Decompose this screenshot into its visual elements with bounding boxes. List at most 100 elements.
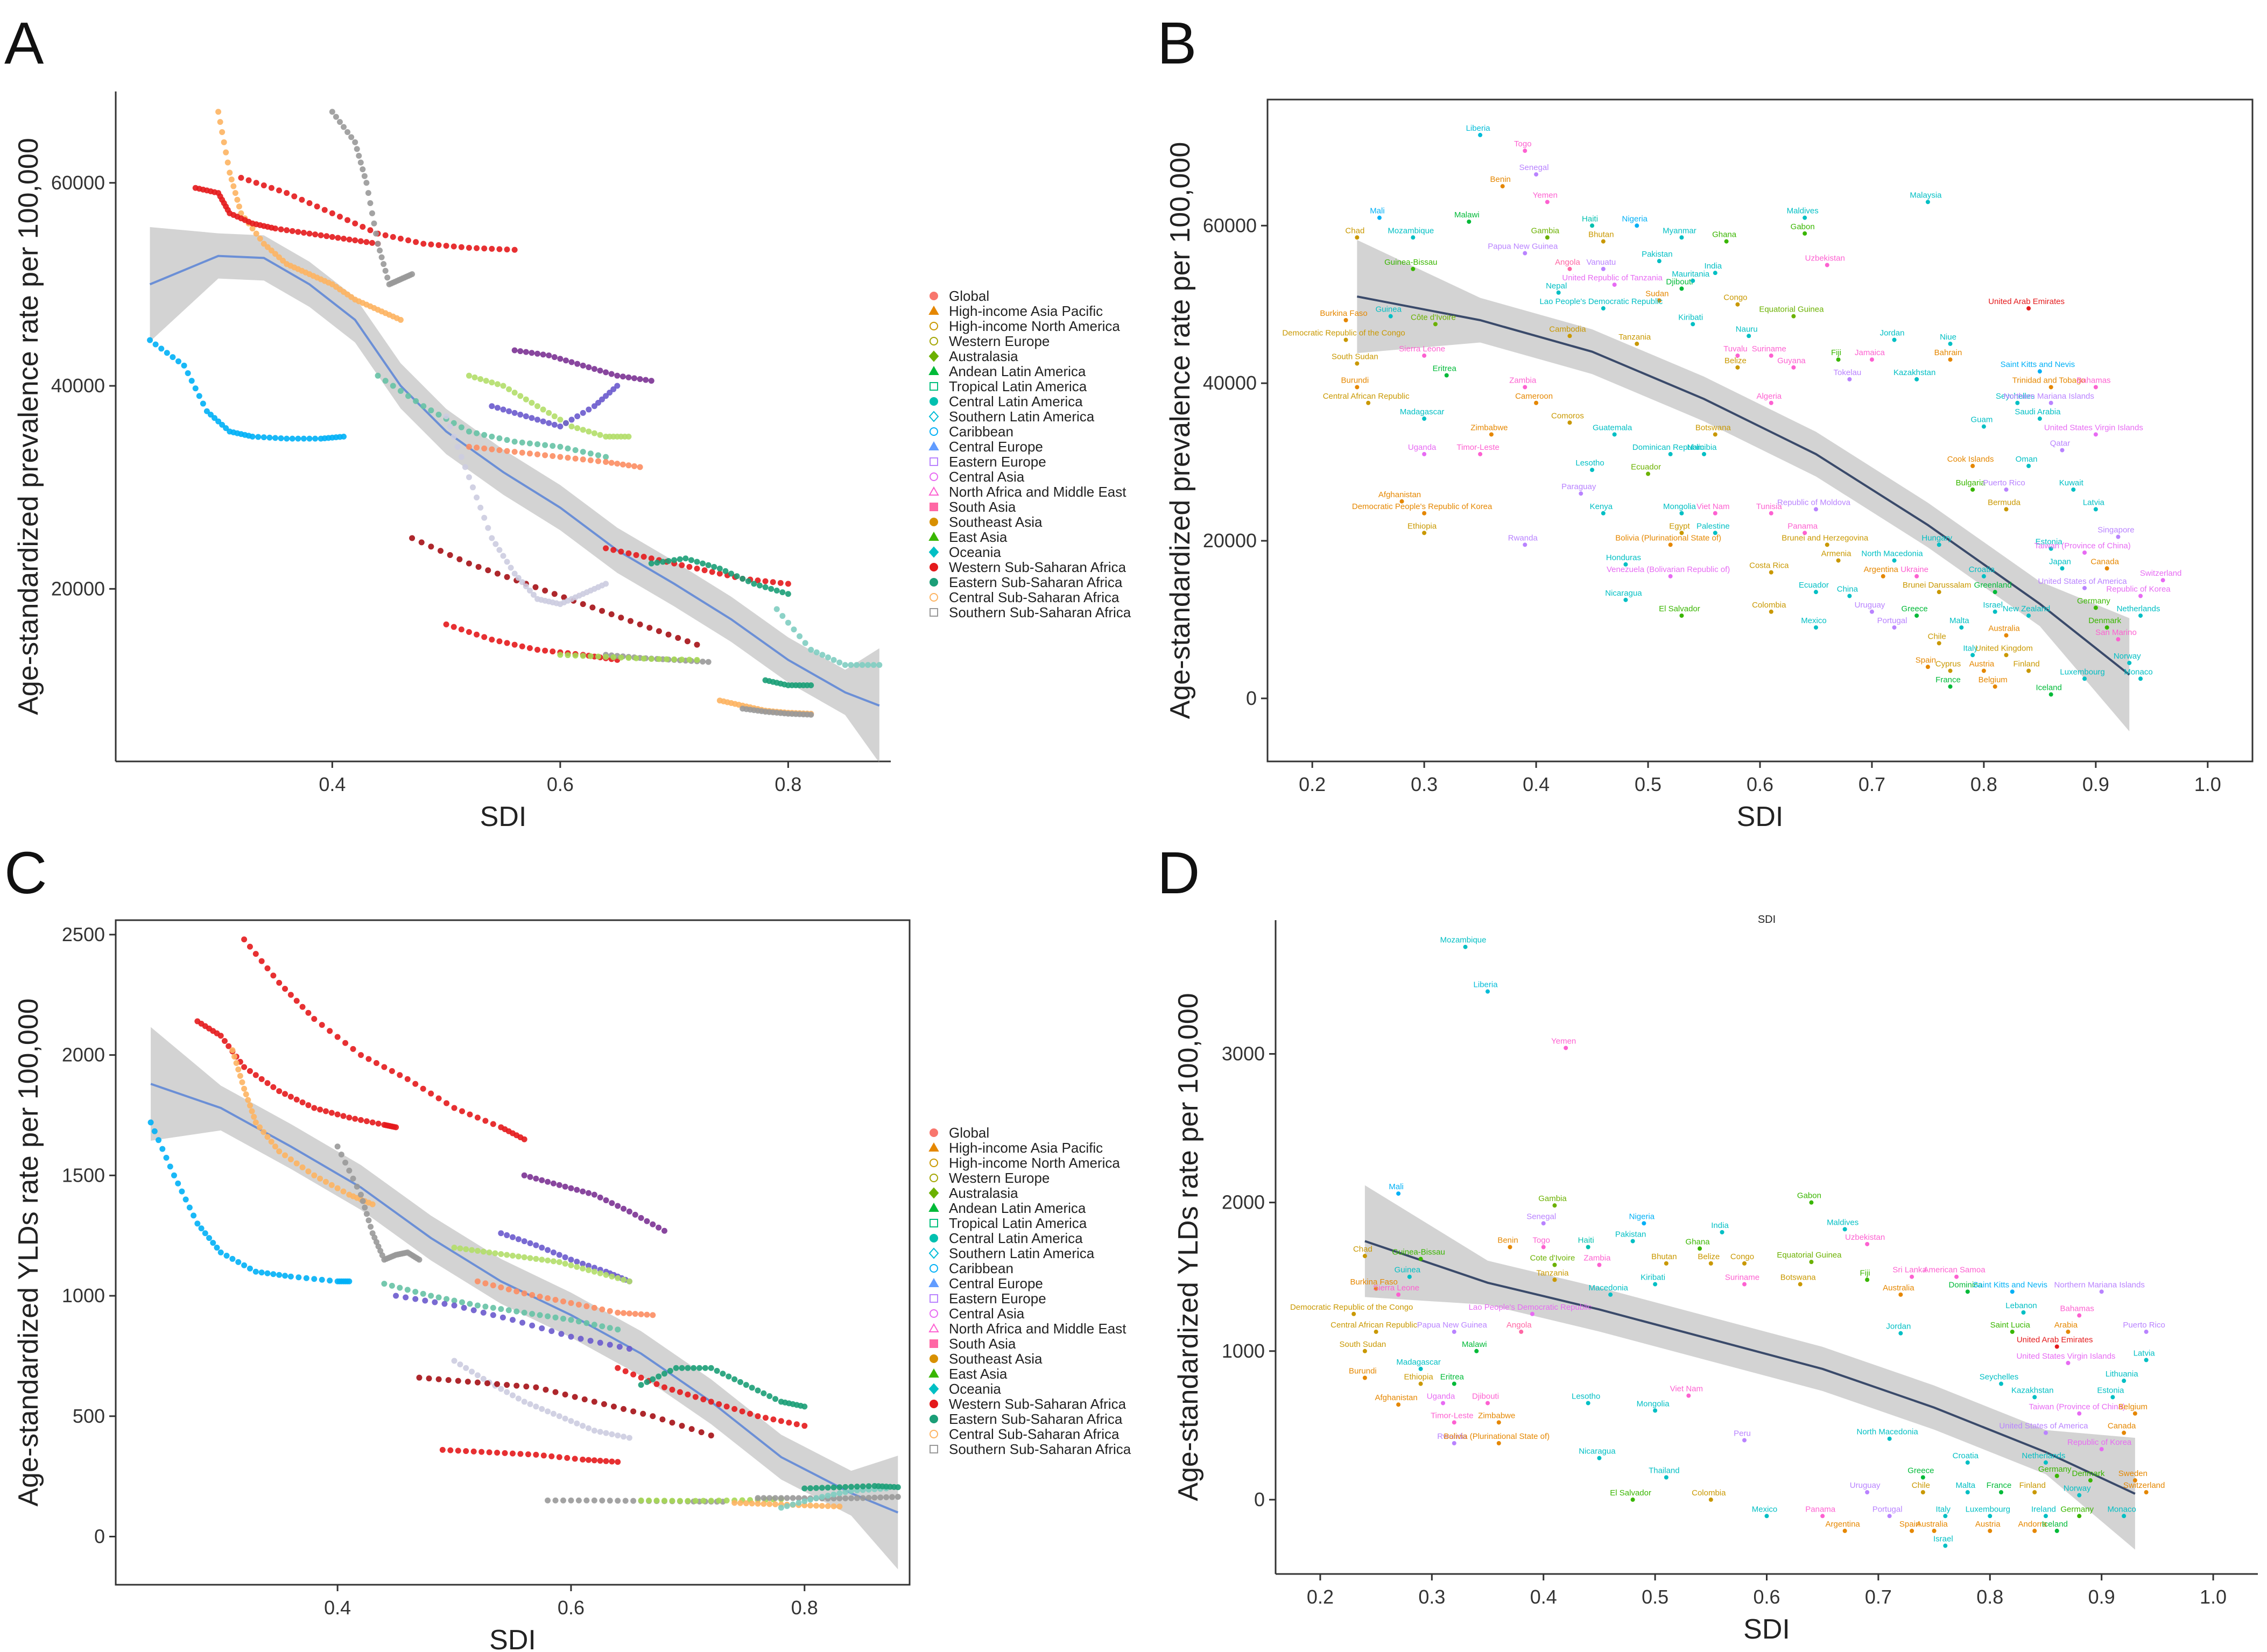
- country-label: Costa Rica: [1749, 561, 1789, 570]
- series-point: [482, 1118, 489, 1124]
- series-point: [653, 1381, 660, 1387]
- series-point: [264, 244, 271, 250]
- legend-label: North Africa and Middle East: [949, 1321, 1127, 1337]
- country-label: United Kingdom: [1975, 644, 2033, 653]
- panel-d: 0.2 0.3 0.4 0.5 0.6 0.7 0.8 0.9 1.00100020003000…: [1173, 914, 2258, 1645]
- country-point: [2037, 369, 2042, 374]
- country-label: Belize: [1724, 356, 1747, 365]
- series-point: [287, 1156, 294, 1162]
- series-point: [557, 652, 564, 658]
- series-point: [813, 649, 820, 655]
- country-label: Rwanda: [1437, 1432, 1467, 1441]
- country-label: Rwanda: [1508, 533, 1538, 542]
- series-point: [631, 463, 638, 469]
- series-point: [369, 239, 375, 246]
- country-point: [1898, 1292, 1903, 1297]
- series-point: [772, 1396, 779, 1402]
- series-point: [564, 1455, 571, 1461]
- country-point: [1954, 1274, 1959, 1279]
- series-south-asia: [238, 174, 518, 253]
- series-point: [252, 1119, 259, 1126]
- series-point: [708, 1498, 714, 1504]
- series-point: [580, 653, 586, 659]
- series-point: [615, 1459, 621, 1465]
- series-point: [282, 986, 288, 992]
- legend-symbol: [928, 305, 939, 315]
- series-point: [562, 1183, 568, 1190]
- country-label: Ireland: [2031, 1505, 2056, 1514]
- country-point: [2088, 1478, 2093, 1483]
- country-point: [2071, 487, 2076, 492]
- series-point: [597, 1270, 603, 1276]
- series-point: [819, 652, 826, 658]
- legend-label: Central Sub-Saharan Africa: [949, 589, 1120, 605]
- x-tick-label: 0.6: [558, 1597, 585, 1619]
- country-point: [1567, 420, 1572, 425]
- series-point: [203, 408, 210, 414]
- series-point: [474, 1302, 481, 1309]
- series-point: [626, 1208, 632, 1215]
- series-point: [625, 550, 632, 556]
- series-point: [226, 1043, 232, 1049]
- series-point: [494, 381, 501, 387]
- country-point: [1422, 451, 1427, 456]
- series-point: [456, 556, 463, 562]
- series-point: [334, 1111, 341, 1118]
- legend-symbol: [930, 503, 938, 511]
- series-point: [546, 352, 552, 358]
- series-point: [614, 461, 621, 467]
- legend-label: Central Europe: [949, 439, 1043, 455]
- country-label: Malta: [1949, 616, 1969, 625]
- country-label: Lao People's Democratic Republic: [1469, 1303, 1592, 1312]
- series-point: [734, 573, 740, 580]
- series-point: [768, 585, 775, 592]
- series-point: [653, 1498, 660, 1504]
- country-label: Puerto Rico: [1983, 478, 2025, 488]
- country-label: Austria: [1975, 1520, 2001, 1529]
- country-point: [1970, 463, 1975, 468]
- series-point: [630, 1371, 637, 1378]
- series-east-asia: [416, 1374, 714, 1439]
- series-point: [578, 1336, 584, 1342]
- series-point: [539, 1325, 545, 1331]
- legend-label: Southern Latin America: [949, 1245, 1095, 1261]
- series-point: [714, 1368, 720, 1374]
- series-point: [212, 415, 218, 421]
- series-point: [375, 241, 381, 247]
- country-point: [2122, 1379, 2127, 1383]
- series-point: [409, 535, 416, 541]
- legend-label: High-income North America: [949, 318, 1120, 334]
- series-point: [207, 411, 214, 418]
- country-label: Northern Mariana Islands: [2003, 392, 2094, 401]
- country-point: [1653, 1408, 1658, 1413]
- series-point: [397, 316, 404, 323]
- series-point: [428, 241, 434, 248]
- series-point: [597, 1339, 603, 1346]
- x-tick-label: 0.2: [1307, 1586, 1334, 1608]
- country-label: Zimbabwe: [1470, 423, 1508, 432]
- series-point: [716, 1498, 722, 1504]
- legend-symbol: [930, 608, 938, 617]
- series-point: [338, 1152, 344, 1158]
- series-point: [517, 393, 524, 399]
- series-point: [580, 601, 586, 608]
- series-point: [801, 1485, 808, 1492]
- series-point: [568, 1256, 574, 1263]
- series-point: [447, 423, 453, 429]
- country-point: [1597, 1262, 1602, 1267]
- series-point: [529, 399, 535, 406]
- series-southern-sub-saharan-africa: [334, 1143, 423, 1263]
- series-point: [241, 1085, 248, 1092]
- series-point: [329, 210, 335, 216]
- country-label: Argentina: [1864, 565, 1899, 574]
- country-point: [1388, 314, 1393, 319]
- series-point: [542, 587, 548, 594]
- series-point: [344, 129, 351, 135]
- country-label: Chad: [1345, 226, 1364, 235]
- series-point: [511, 410, 518, 416]
- series-point: [420, 1290, 426, 1297]
- country-label: Afghanistan: [1378, 490, 1421, 499]
- series-point: [607, 1308, 613, 1314]
- country-label: Equatorial Guinea: [1777, 1251, 1842, 1260]
